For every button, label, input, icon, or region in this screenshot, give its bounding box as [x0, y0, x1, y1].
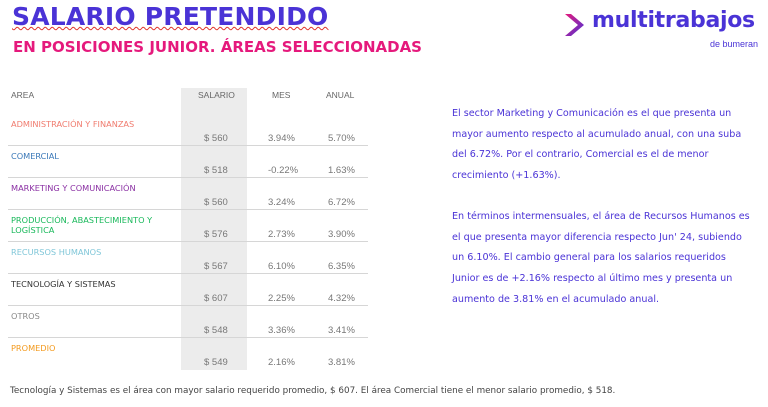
row-salario: $ 548: [204, 325, 228, 336]
commentary-paragraph-1: El sector Marketing y Comunicación es el…: [452, 108, 742, 182]
column-header-salario: SALARIO: [198, 90, 235, 100]
row-anual: 3.90%: [328, 229, 355, 240]
row-divider: [8, 145, 368, 146]
row-area-label: TECNOLOGÍA Y SISTEMAS: [11, 279, 116, 289]
footer-note: Tecnología y Sistemas es el área con may…: [10, 386, 616, 396]
row-salario: $ 518: [204, 165, 228, 176]
row-divider: [8, 305, 368, 306]
row-area-label: PROMEDIO: [11, 343, 56, 353]
row-anual: 1.63%: [328, 165, 355, 176]
row-anual: 6.72%: [328, 197, 355, 208]
table-row: OTROS $ 548 3.36% 3.41%: [8, 306, 368, 338]
table-row: RECURSOS HUMANOS $ 567 6.10% 6.35%: [8, 242, 368, 274]
row-area-label: RECURSOS HUMANOS: [11, 247, 102, 257]
row-divider: [8, 209, 368, 210]
row-mes: 3.24%: [268, 197, 295, 208]
commentary-paragraph-2: En términos intermensuales, el área de R…: [452, 211, 750, 305]
column-header-mes: MES: [272, 90, 291, 100]
row-divider: [8, 241, 368, 242]
row-mes: 6.10%: [268, 261, 295, 272]
row-anual: 6.35%: [328, 261, 355, 272]
row-anual: 3.41%: [328, 325, 355, 336]
row-divider: [8, 337, 368, 338]
row-divider: [8, 273, 368, 274]
table-row: COMERCIAL $ 518 -0.22% 1.63%: [8, 146, 368, 178]
row-salario: $ 560: [204, 197, 228, 208]
logo-subtext: de bumeran: [709, 39, 758, 49]
table-row: PRODUCCIÓN, ABASTECIMIENTO Y LOGÍSTICA $…: [8, 210, 368, 242]
table-row: ADMINISTRACIÓN Y FINANZAS $ 560 3.94% 5.…: [8, 114, 368, 146]
row-anual: 4.32%: [328, 293, 355, 304]
logo-wordmark: multitrabajos: [592, 8, 755, 33]
row-anual: 5.70%: [328, 133, 355, 144]
row-salario: $ 549: [204, 357, 228, 368]
row-salario: $ 567: [204, 261, 228, 272]
row-mes: -0.22%: [268, 165, 299, 176]
table-row: MARKETING Y COMUNICACIÓN $ 560 3.24% 6.7…: [8, 178, 368, 210]
row-anual: 3.81%: [328, 357, 355, 368]
table-row: TECNOLOGÍA Y SISTEMAS $ 607 2.25% 4.32%: [8, 274, 368, 306]
salary-table: AREA SALARIO MES ANUAL ADMINISTRACIÓN Y …: [8, 88, 368, 370]
column-header-anual: ANUAL: [326, 90, 355, 100]
row-mes: 3.36%: [268, 325, 295, 336]
page-title-text: SALARIO PRETENDIDO: [12, 2, 329, 31]
row-area-label: PRODUCCIÓN, ABASTECIMIENTO Y LOGÍSTICA: [11, 215, 153, 235]
table-row-promedio: PROMEDIO $ 549 2.16% 3.81%: [8, 338, 368, 370]
row-mes: 2.73%: [268, 229, 295, 240]
row-divider: [8, 177, 368, 178]
page-title: SALARIO PRETENDIDO: [12, 2, 329, 31]
row-mes: 2.25%: [268, 293, 295, 304]
brand-logo: multitrabajos de bumeran: [562, 8, 762, 68]
page-subtitle: EN POSICIONES JUNIOR. ÁREAS SELECCIONADA…: [13, 38, 422, 56]
chevron-arrow-icon: [565, 14, 584, 36]
column-header-area: AREA: [11, 90, 35, 100]
row-salario: $ 560: [204, 133, 228, 144]
row-area-label: OTROS: [11, 311, 40, 321]
row-area-label: COMERCIAL: [11, 151, 59, 161]
row-mes: 3.94%: [268, 133, 295, 144]
row-area-label: MARKETING Y COMUNICACIÓN: [11, 183, 136, 193]
row-mes: 2.16%: [268, 357, 295, 368]
salary-column-highlight: [181, 88, 247, 370]
row-salario: $ 607: [204, 293, 228, 304]
row-area-label: ADMINISTRACIÓN Y FINANZAS: [11, 119, 135, 129]
row-salario: $ 576: [204, 229, 228, 240]
